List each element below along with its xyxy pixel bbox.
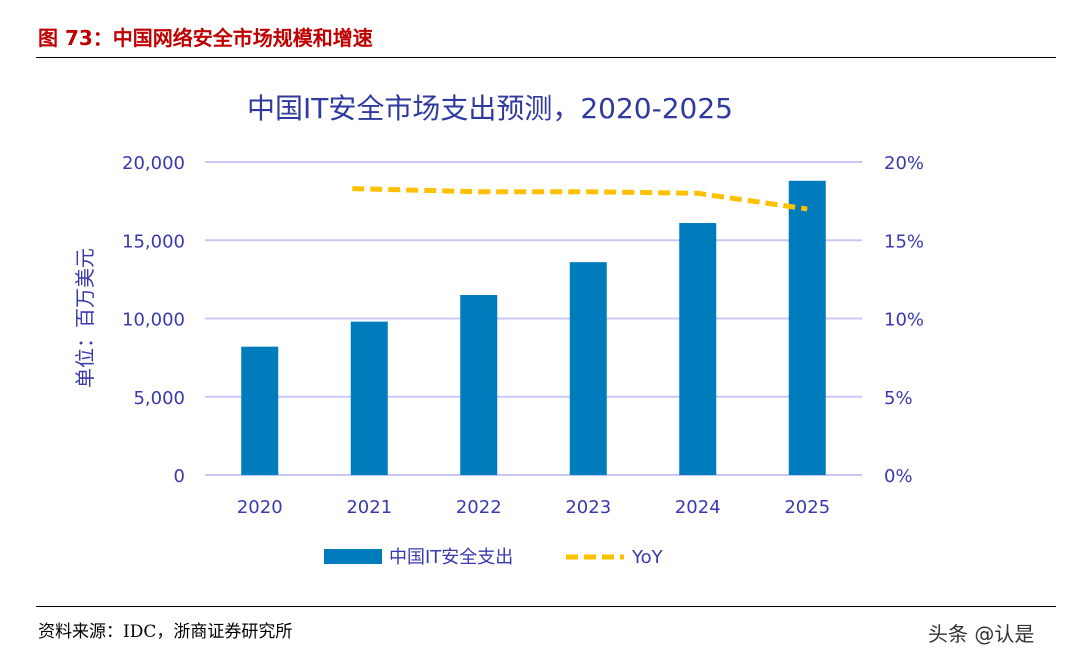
- yoy-line: [352, 186, 808, 212]
- x-tick-label: 2021: [346, 497, 392, 518]
- y2-tick-label: 0%: [884, 466, 913, 487]
- watermark: 头条 @认是: [928, 622, 1035, 646]
- y2-tick-label: 5%: [884, 388, 913, 409]
- x-tick-label: 2025: [784, 497, 830, 518]
- y-axis-label: 单位：百万美元: [73, 248, 97, 388]
- y2-tick-label: 10%: [884, 310, 924, 331]
- bar-2022: [460, 295, 498, 475]
- y2-tick-label: 15%: [884, 231, 924, 252]
- bar-2020: [241, 346, 279, 475]
- y2-tick-label: 20%: [884, 153, 924, 174]
- y-tick-label: 10,000: [122, 310, 185, 331]
- bar-2021: [350, 321, 388, 475]
- source-note: 资料来源：IDC，浙商证券研究所: [38, 622, 293, 642]
- legend-line-label: YoY: [631, 547, 664, 568]
- legend-bar-label: 中国IT安全支出: [389, 547, 513, 568]
- bar-2024: [679, 223, 717, 475]
- legend-bar-swatch: [324, 549, 382, 564]
- x-tick-label: 2024: [675, 497, 721, 518]
- bar-2025: [788, 180, 826, 475]
- top-rule: [36, 57, 1056, 58]
- figure-title: 图 73：中国网络安全市场规模和增速: [38, 26, 373, 50]
- x-tick-label: 2023: [565, 497, 611, 518]
- bottom-rule: [36, 606, 1056, 607]
- y-tick-label: 5,000: [133, 388, 185, 409]
- y-tick-label: 0: [174, 466, 185, 487]
- bar-2023: [569, 262, 607, 475]
- y-tick-label: 15,000: [122, 231, 185, 252]
- chart-title: 中国IT安全市场支出预测，2020-2025: [247, 92, 733, 125]
- x-tick-label: 2022: [456, 497, 502, 518]
- x-tick-label: 2020: [237, 497, 283, 518]
- y-tick-label: 20,000: [122, 153, 185, 174]
